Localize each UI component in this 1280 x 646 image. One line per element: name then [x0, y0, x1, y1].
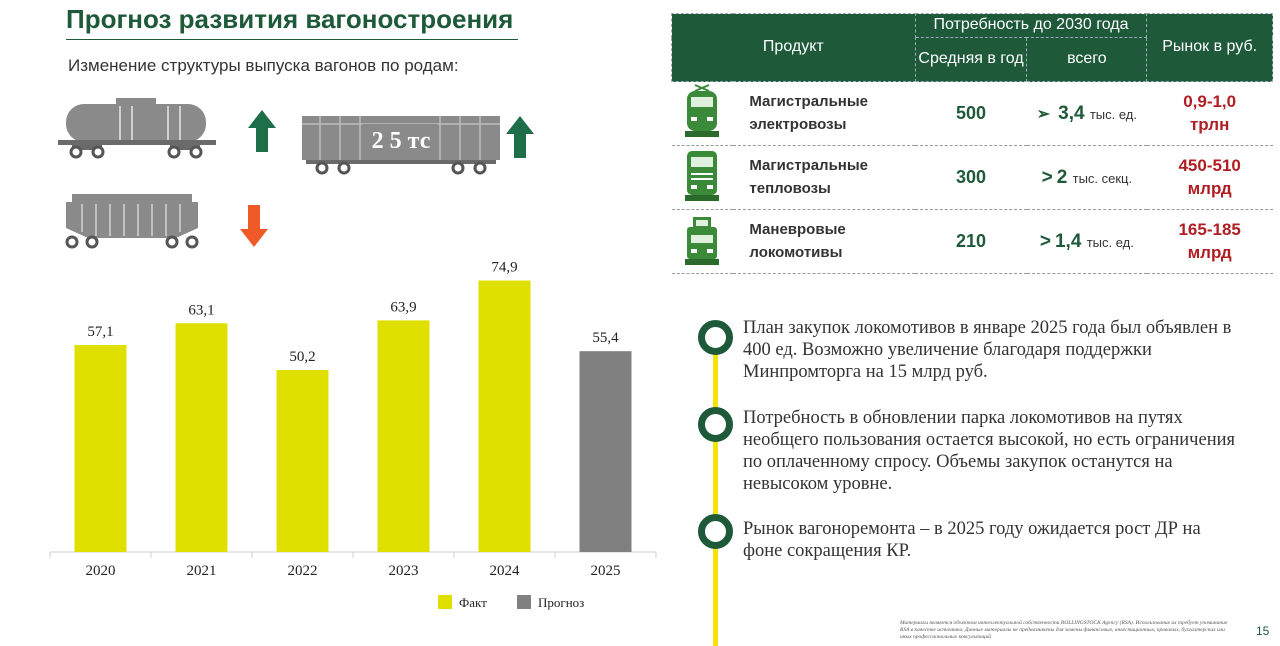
page-title: Прогноз развития вагоностроения [66, 4, 518, 40]
gondola-capacity-label: 2 5 тс [372, 128, 431, 154]
diesel-locomotive-icon [685, 151, 720, 201]
bullet-text: Рынок вагоноремонта – в 2025 году ожидае… [743, 519, 1201, 561]
market-unit: млрд [1187, 178, 1232, 198]
product-name-line1: Маневровые [749, 221, 846, 238]
x-tick-label: 2020 [86, 563, 116, 579]
avg-per-year: 500 [915, 81, 1027, 146]
arrow-up-icon [248, 110, 276, 152]
total-value: 1,4 [1054, 230, 1082, 252]
product-name-line1: Магистральные [749, 93, 869, 110]
product-name-line2: электровозы [749, 115, 847, 133]
col-market-header: Рынок в руб. [1146, 13, 1273, 82]
electric-locomotive-icon [685, 84, 720, 137]
avg-per-year: 210 [915, 209, 1027, 274]
data-label: 63,9 [390, 299, 416, 315]
data-label: 55,4 [592, 330, 619, 346]
data-label: 50,2 [289, 349, 315, 365]
bullet-marker [698, 407, 733, 442]
legend-swatch-forecast [517, 595, 531, 609]
bullet-marker [698, 514, 733, 549]
locomotive-demand-table: Продукт Потребность до 2030 года Рынок в… [671, 13, 1273, 274]
market-unit: млрд [1187, 242, 1232, 262]
avg-per-year: 300 [915, 145, 1027, 210]
total-prefix: ➢ [1036, 105, 1051, 123]
page-subtitle: Изменение структуры выпуска вагонов по р… [68, 56, 459, 75]
product-name-line1: Магистральные [749, 157, 869, 174]
total-unit: тыс. ед. [1089, 106, 1138, 122]
x-tick-label: 2025 [591, 563, 621, 579]
legend-swatch-fact [438, 595, 452, 609]
arrow-up-icon [506, 116, 534, 158]
x-tick-label: 2021 [187, 563, 217, 579]
market-value: 165-185 [1178, 220, 1241, 240]
table-row: Магистральные тепловозы 300 >2 тыс. секц.… [671, 145, 1273, 210]
market-unit: трлн [1189, 114, 1230, 134]
bullet-marker [698, 320, 733, 355]
hopper-wagon-icon [65, 194, 199, 249]
timeline-bar [713, 340, 718, 646]
col-need-header: Потребность до 2030 года [914, 13, 1148, 38]
product-name-line2: тепловозы [749, 179, 831, 197]
total-value: 2 [1056, 166, 1068, 188]
tank-wagon-icon [58, 98, 216, 159]
market-value: 0,9-1,0 [1183, 92, 1237, 112]
x-tick-label: 2023 [389, 563, 419, 579]
bullet-text: План закупок локомотивов в январе 2025 г… [743, 318, 1232, 382]
production-bar-chart: 57,1 2020 63,1 2021 50,2 2022 63,9 2023 74,9 2024… [49, 259, 657, 610]
legend-label: Факт [459, 595, 487, 610]
copyright-footnote: Материалы являются объектом интеллектуал… [900, 620, 1228, 640]
market-value: 450-510 [1178, 156, 1241, 176]
product-name-line2: локомотивы [749, 243, 843, 261]
bar-2022 [276, 370, 329, 552]
total-unit: тыс. ед. [1086, 234, 1134, 250]
total-prefix: > [1041, 166, 1053, 188]
bar-2021 [175, 323, 228, 552]
total-prefix: > [1039, 230, 1051, 252]
col-product-header: Продукт [671, 13, 916, 82]
data-label: 57,1 [87, 324, 113, 340]
arrow-down-icon [240, 205, 268, 247]
bar-2020 [74, 345, 127, 552]
bar-2023 [377, 320, 430, 552]
bar-2025 [579, 351, 632, 552]
legend-label: Прогноз [538, 595, 584, 610]
bar-2024 [478, 280, 531, 552]
bullet-text: Потребность в обновлении парка локомотив… [743, 408, 1236, 494]
gondola-wagon-icon: 2 5 тс [302, 116, 500, 175]
data-label: 74,9 [491, 259, 517, 275]
table-row: Магистральные электровозы 500 ➢ 3,4 тыс. е… [671, 81, 1273, 146]
table-row: Маневровые локомотивы 210 >1,4 тыс. ед. 1… [671, 209, 1273, 274]
page-number: 15 [1256, 624, 1270, 638]
col-total-header: всего [1026, 37, 1148, 82]
data-label: 63,1 [188, 302, 214, 318]
x-tick-label: 2022 [288, 563, 318, 579]
shunting-locomotive-icon [685, 217, 720, 265]
col-avg-header: Средняя в год [914, 37, 1028, 82]
total-unit: тыс. секц. [1072, 170, 1133, 186]
x-tick-label: 2024 [490, 563, 521, 579]
total-value: 3,4 [1058, 102, 1085, 124]
